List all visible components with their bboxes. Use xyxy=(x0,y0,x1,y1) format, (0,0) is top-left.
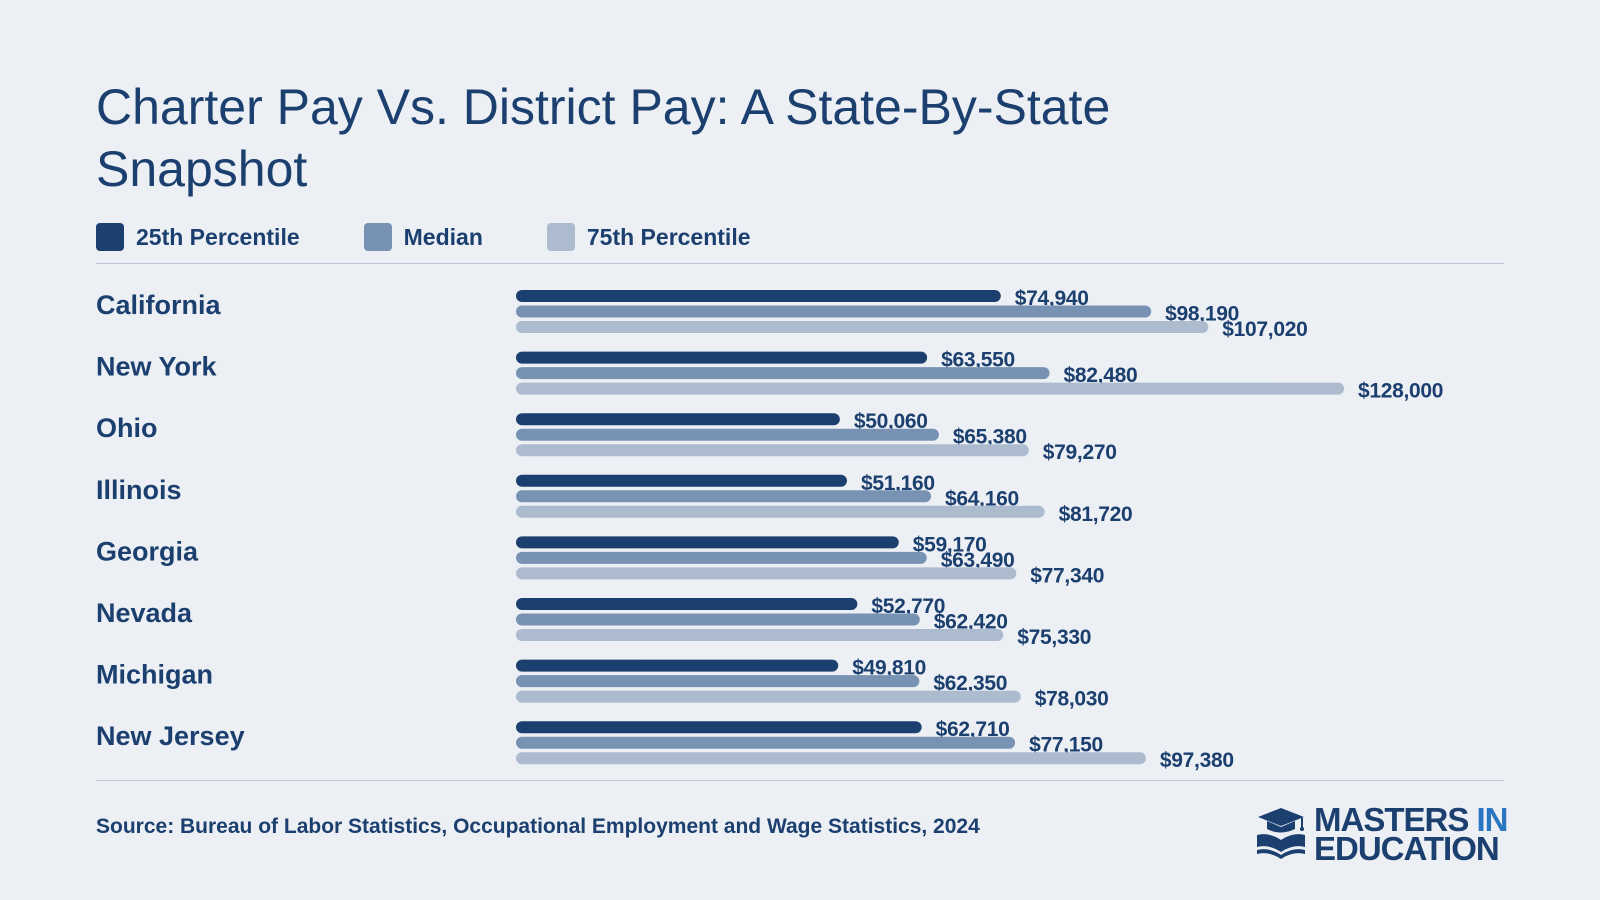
legend-label-25th: 25th Percentile xyxy=(136,223,300,250)
data-label-illinois-series-2: $81,720 xyxy=(1059,503,1133,526)
data-label-michigan-series-0: $49,810 xyxy=(852,657,926,680)
logo-line-1: MASTERS IN xyxy=(1314,803,1509,836)
top-divider xyxy=(96,263,1504,264)
data-label-michigan-series-2: $78,030 xyxy=(1035,688,1109,711)
data-label-michigan-series-1: $62,350 xyxy=(933,672,1007,695)
legend-label-75th: 75th Percentile xyxy=(586,223,751,250)
data-label-new-jersey-series-2: $97,380 xyxy=(1160,749,1234,772)
bar-michigan-series-2 xyxy=(516,690,1021,703)
bar-california-series-0 xyxy=(516,290,1001,302)
data-label-ohio-series-1: $65,380 xyxy=(953,426,1027,449)
category-label-georgia: Georgia xyxy=(96,536,199,566)
data-label-new-jersey-series-0: $62,710 xyxy=(936,718,1010,741)
bar-illinois-series-2 xyxy=(516,505,1045,518)
source-note: Source: Bureau of Labor Statistics, Occu… xyxy=(96,815,980,838)
bar-nevada-series-1 xyxy=(516,613,920,626)
legend-swatch-median xyxy=(363,223,392,251)
data-label-new-york-series-2: $128,000 xyxy=(1358,380,1443,403)
bar-new-jersey-series-2 xyxy=(516,752,1146,765)
category-label-illinois: Illinois xyxy=(96,475,182,505)
data-label-california-series-0: $74,940 xyxy=(1015,287,1089,310)
bar-new-jersey-series-1 xyxy=(516,736,1016,749)
bar-michigan-series-1 xyxy=(516,675,920,688)
bar-new-york-series-0 xyxy=(516,351,928,364)
data-label-new-jersey-series-1: $77,150 xyxy=(1029,734,1103,757)
bar-ohio-series-1 xyxy=(516,428,939,441)
bar-new-jersey-series-0 xyxy=(516,721,922,734)
bar-new-york-series-1 xyxy=(516,367,1050,380)
bar-new-york-series-2 xyxy=(516,382,1344,395)
bar-georgia-series-0 xyxy=(516,536,899,549)
category-label-california: California xyxy=(96,290,222,320)
data-label-nevada-series-2: $75,330 xyxy=(1017,626,1091,649)
data-label-new-york-series-0: $63,550 xyxy=(941,349,1015,372)
bar-illinois-series-0 xyxy=(516,474,847,487)
logo-word-masters: MASTERS xyxy=(1314,801,1469,838)
category-label-nevada: Nevada xyxy=(96,598,193,628)
data-label-illinois-series-0: $51,160 xyxy=(861,472,935,495)
data-label-new-york-series-1: $82,480 xyxy=(1064,364,1138,387)
bar-michigan-series-0 xyxy=(516,659,839,672)
bar-ohio-series-0 xyxy=(516,413,840,426)
bar-california-series-2 xyxy=(516,321,1209,333)
logo-text: MASTERS IN EDUCATION xyxy=(1314,803,1509,867)
bar-nevada-series-2 xyxy=(516,629,1004,641)
graduation-cap-book-icon xyxy=(1257,808,1305,859)
data-label-ohio-series-2: $79,270 xyxy=(1043,441,1117,464)
data-label-california-series-1: $98,190 xyxy=(1165,303,1239,326)
data-label-ohio-series-0: $50,060 xyxy=(854,410,928,433)
bar-ohio-series-2 xyxy=(516,444,1029,457)
bar-california-series-1 xyxy=(516,305,1152,318)
category-label-new-jersey: New Jersey xyxy=(96,721,245,751)
data-label-georgia-series-0: $59,170 xyxy=(913,533,987,556)
legend-swatch-75th xyxy=(546,223,575,251)
bar-georgia-series-1 xyxy=(516,551,927,564)
legend-item-median: Median xyxy=(363,223,483,251)
category-label-michigan: Michigan xyxy=(96,660,213,690)
legend-label-median: Median xyxy=(403,223,483,250)
bar-georgia-series-2 xyxy=(516,567,1017,580)
logo-word-in: IN xyxy=(1476,801,1509,838)
category-label-ohio: Ohio xyxy=(96,413,158,443)
data-label-nevada-series-1: $62,420 xyxy=(934,611,1008,634)
bottom-divider xyxy=(96,780,1504,781)
masters-in-education-logo: MASTERS IN EDUCATION xyxy=(1254,803,1509,867)
data-label-california-series-2: $107,020 xyxy=(1222,318,1307,341)
data-label-illinois-series-1: $64,160 xyxy=(945,487,1019,510)
chart-title: Charter Pay Vs. District Pay: A State-By… xyxy=(96,79,1111,197)
legend: 25th Percentile Median 75th Percentile xyxy=(96,222,815,252)
legend-swatch-25th xyxy=(96,223,124,251)
data-label-georgia-series-1: $63,490 xyxy=(941,549,1015,572)
logo-line-2: EDUCATION xyxy=(1314,830,1500,867)
legend-item-75th: 75th Percentile xyxy=(546,223,751,251)
bar-nevada-series-0 xyxy=(516,598,858,610)
bar-illinois-series-1 xyxy=(516,490,932,503)
data-label-georgia-series-2: $77,340 xyxy=(1030,564,1104,587)
data-label-nevada-series-0: $52,770 xyxy=(871,595,945,618)
legend-item-25th: 25th Percentile xyxy=(96,223,300,251)
category-label-new-york: New York xyxy=(96,352,218,382)
